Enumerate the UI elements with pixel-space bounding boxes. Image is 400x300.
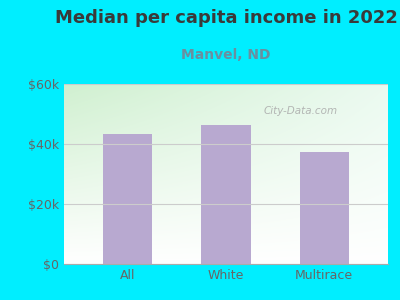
Text: Median per capita income in 2022: Median per capita income in 2022 <box>54 9 398 27</box>
Text: Manvel, ND: Manvel, ND <box>181 48 271 62</box>
Text: City-Data.com: City-Data.com <box>264 106 338 116</box>
Bar <box>202 124 250 264</box>
Bar <box>300 152 349 264</box>
Bar <box>103 134 152 264</box>
